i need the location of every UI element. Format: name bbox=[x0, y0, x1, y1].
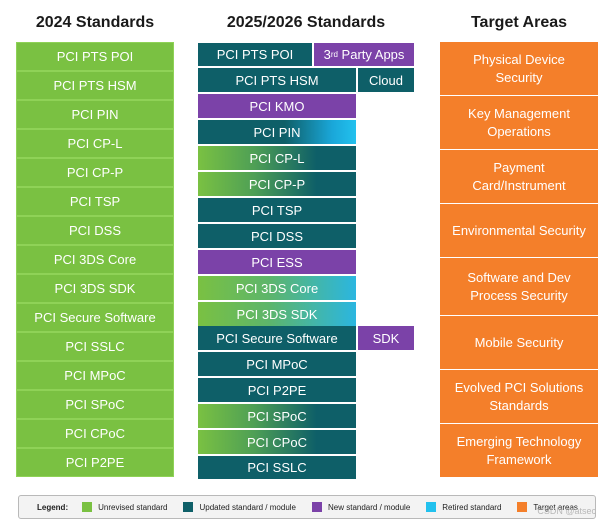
std2024-secure-software: PCI Secure Software bbox=[16, 303, 174, 332]
std2024-p2pe: PCI P2PE bbox=[16, 448, 174, 477]
std2024-cpoc: PCI CPoC bbox=[16, 419, 174, 448]
std2025-sslc: PCI SSLC bbox=[198, 456, 356, 479]
std2025-ess: PCI ESS bbox=[198, 250, 356, 274]
std2024-3ds-core: PCI 3DS Core bbox=[16, 245, 174, 274]
legend-swatch-unrevised bbox=[82, 502, 93, 512]
target-software-dev-process-security: Software and Dev Process Security bbox=[440, 258, 598, 316]
module-3rd-rest: Party Apps bbox=[337, 47, 405, 62]
target-evolved-pci-solutions-standards: Evolved PCI Solutions Standards bbox=[440, 370, 598, 424]
legend-label-target: Target areas bbox=[533, 502, 578, 512]
legend: Legend: Unrevised standard Updated stand… bbox=[18, 495, 596, 519]
header-2025-2026: 2025/2026 Standards bbox=[226, 14, 386, 31]
std2025-mpoc: PCI MPoC bbox=[198, 352, 356, 376]
std2024-dss: PCI DSS bbox=[16, 216, 174, 245]
std2025-spoc: PCI SPoC bbox=[198, 404, 356, 428]
watermark: CSDN @atsec bbox=[537, 506, 596, 516]
header-target-areas: Target Areas bbox=[470, 14, 568, 31]
legend-swatch-updated bbox=[183, 502, 194, 512]
target-environmental-security: Environmental Security bbox=[440, 204, 598, 258]
module-sdk: SDK bbox=[358, 326, 414, 350]
legend-label-new: New standard / module bbox=[328, 502, 411, 512]
legend-label-updated: Updated standard / module bbox=[199, 502, 296, 512]
target-payment-card-instrument: Payment Card/Instrument bbox=[440, 150, 598, 204]
target-physical-device-security: Physical Device Security bbox=[440, 42, 598, 96]
target-key-management-operations: Key Management Operations bbox=[440, 96, 598, 150]
std2024-mpoc: PCI MPoC bbox=[16, 361, 174, 390]
legend-swatch-new bbox=[312, 502, 322, 512]
legend-item-unrevised: Unrevised standard bbox=[82, 502, 167, 512]
module-3rd-suffix: rd bbox=[330, 50, 338, 59]
legend-item-target: Target areas bbox=[517, 502, 578, 512]
std2025-3ds-core: PCI 3DS Core bbox=[198, 276, 356, 300]
std2024-pin: PCI PIN bbox=[16, 100, 174, 129]
std2024-sslc: PCI SSLC bbox=[16, 332, 174, 361]
legend-title: Legend: bbox=[37, 502, 69, 512]
std2025-pts-poi: PCI PTS POI bbox=[198, 43, 312, 66]
module-3rd-ordinal: 3 bbox=[323, 47, 331, 62]
std2025-tsp: PCI TSP bbox=[198, 198, 356, 222]
header-2024: 2024 Standards bbox=[35, 14, 155, 31]
legend-swatch-target bbox=[517, 502, 528, 512]
std2025-pin: PCI PIN bbox=[198, 120, 356, 144]
std2024-3ds-sdk: PCI 3DS SDK bbox=[16, 274, 174, 303]
std2025-pts-hsm: PCI PTS HSM bbox=[198, 68, 356, 92]
std2025-kmo: PCI KMO bbox=[198, 94, 356, 118]
std2025-cp-l: PCI CP-L bbox=[198, 146, 356, 170]
std2025-dss: PCI DSS bbox=[198, 224, 356, 248]
std2024-pts-poi: PCI PTS POI bbox=[16, 42, 174, 71]
module-cloud: Cloud bbox=[358, 68, 414, 92]
target-mobile-security: Mobile Security bbox=[440, 316, 598, 370]
std2025-cpoc: PCI CPoC bbox=[198, 430, 356, 454]
std2024-spoc: PCI SPoC bbox=[16, 390, 174, 419]
std2024-cp-p: PCI CP-P bbox=[16, 158, 174, 187]
std2025-secure-software: PCI Secure Software bbox=[198, 326, 356, 350]
target-emerging-technology-framework: Emerging Technology Framework bbox=[440, 424, 598, 478]
std2025-p2pe: PCI P2PE bbox=[198, 378, 356, 402]
legend-label-unrevised: Unrevised standard bbox=[98, 502, 168, 512]
legend-item-updated: Updated standard / module bbox=[183, 502, 296, 512]
std2024-tsp: PCI TSP bbox=[16, 187, 174, 216]
std2024-pts-hsm: PCI PTS HSM bbox=[16, 71, 174, 100]
legend-swatch-retired bbox=[426, 502, 437, 512]
std2024-cp-l: PCI CP-L bbox=[16, 129, 174, 158]
std2025-cp-p: PCI CP-P bbox=[198, 172, 356, 196]
legend-item-retired: Retired standard bbox=[426, 502, 501, 512]
legend-label-retired: Retired standard bbox=[442, 502, 502, 512]
std2025-3ds-sdk: PCI 3DS SDK bbox=[198, 302, 356, 326]
legend-item-new: New standard / module bbox=[312, 502, 410, 512]
